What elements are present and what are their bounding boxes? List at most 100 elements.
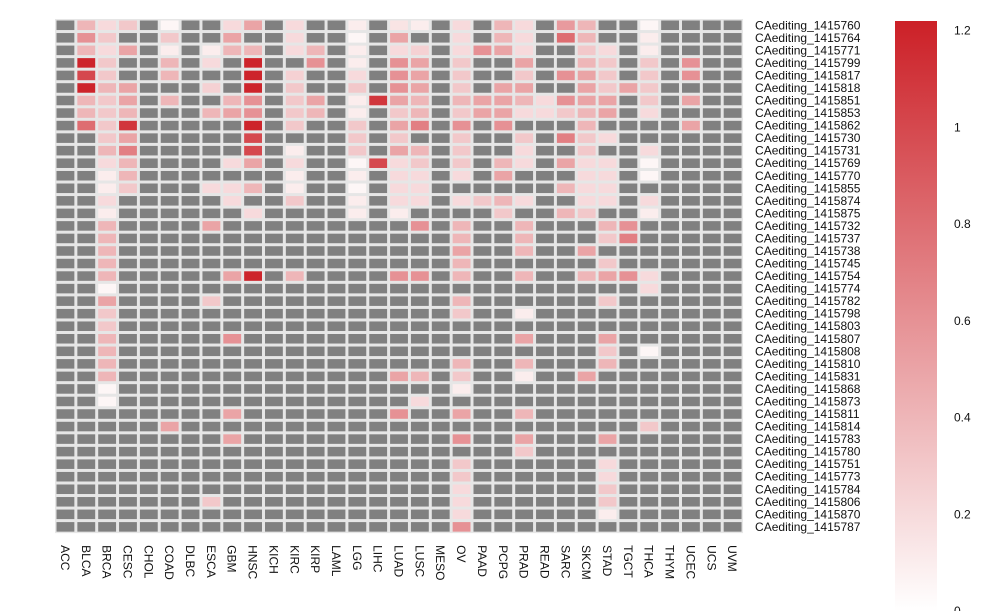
heatmap-cell xyxy=(452,459,471,469)
heatmap-cell xyxy=(139,484,158,495)
heatmap-cell xyxy=(452,83,471,93)
heatmap-cell xyxy=(390,283,408,294)
column-label: BRCA xyxy=(100,545,114,578)
heatmap-cell xyxy=(244,421,262,432)
heatmap-cell xyxy=(306,33,325,43)
heatmap-cell xyxy=(577,58,596,68)
heatmap-cell xyxy=(306,308,325,319)
heatmap-cell xyxy=(348,308,367,319)
heatmap-cell xyxy=(682,183,700,194)
heatmap-cell xyxy=(223,133,242,143)
heatmap-cell xyxy=(661,396,679,407)
heatmap-cell xyxy=(410,170,429,181)
heatmap-cell xyxy=(661,83,679,93)
heatmap-cell xyxy=(723,446,742,457)
heatmap-cell xyxy=(494,208,513,219)
heatmap-cell xyxy=(431,446,450,457)
heatmap-cell xyxy=(598,158,617,168)
heatmap-cell xyxy=(723,283,742,294)
heatmap-cell xyxy=(306,246,325,256)
heatmap-cell xyxy=(598,421,617,432)
heatmap-cell xyxy=(556,108,575,118)
heatmap-cell xyxy=(77,484,96,495)
heatmap-cell xyxy=(431,409,450,419)
heatmap-cell xyxy=(160,484,179,495)
heatmap-cell xyxy=(202,396,221,407)
heatmap-cell xyxy=(285,158,304,168)
column-label: CHOL xyxy=(141,545,155,579)
heatmap-cell xyxy=(556,434,575,444)
heatmap-cell xyxy=(515,459,534,469)
heatmap-cell xyxy=(98,196,117,206)
heatmap-cell xyxy=(556,145,575,156)
heatmap-cell xyxy=(348,233,367,244)
heatmap-cell xyxy=(536,233,554,244)
heatmap-cell xyxy=(223,45,242,56)
heatmap-cell xyxy=(202,258,221,269)
heatmap-cell xyxy=(327,308,346,319)
heatmap-cell xyxy=(598,221,617,231)
row-labels: CAediting_1415760CAediting_1415764CAedit… xyxy=(755,18,861,534)
heatmap-cell xyxy=(640,108,659,118)
heatmap-cell xyxy=(56,120,75,131)
colorbar: 0 0.2 0.4 0.6 0.8 1 1.2 xyxy=(895,21,971,611)
heatmap-cell xyxy=(452,346,471,357)
heatmap-cell xyxy=(139,20,158,31)
heatmap-cell xyxy=(202,70,221,81)
heatmap-cell xyxy=(306,497,325,507)
heatmap-cell xyxy=(640,70,659,81)
heatmap-cell xyxy=(682,196,700,206)
heatmap-cell xyxy=(285,359,304,369)
heatmap-cell xyxy=(452,384,471,394)
heatmap-cell xyxy=(181,145,200,156)
heatmap-cell xyxy=(306,321,325,331)
heatmap-cell xyxy=(494,258,513,269)
heatmap-cell xyxy=(265,95,283,106)
heatmap-cell xyxy=(723,196,742,206)
heatmap-cell xyxy=(494,45,513,56)
heatmap-cell xyxy=(431,108,450,118)
heatmap-cell xyxy=(452,145,471,156)
heatmap-cell xyxy=(98,145,117,156)
heatmap-cell xyxy=(515,283,534,294)
row-label: CAediting_1415784 xyxy=(755,482,861,496)
heatmap-cell xyxy=(348,108,367,118)
heatmap-cell xyxy=(682,221,700,231)
heatmap-cell xyxy=(723,396,742,407)
heatmap-cell xyxy=(202,471,221,482)
heatmap-cell xyxy=(181,246,200,256)
heatmap-cell xyxy=(119,484,137,495)
heatmap-cell xyxy=(640,484,659,495)
heatmap-cell xyxy=(56,446,75,457)
heatmap-cell xyxy=(160,409,179,419)
heatmap-cell xyxy=(536,434,554,444)
heatmap-cell xyxy=(682,208,700,219)
heatmap-cell xyxy=(494,158,513,168)
heatmap-cell xyxy=(348,246,367,256)
row-label: CAediting_1415808 xyxy=(755,344,861,358)
heatmap-cell xyxy=(56,371,75,382)
heatmap-cell xyxy=(390,83,408,93)
colorbar-tick-label: 1.2 xyxy=(954,24,971,38)
heatmap-cell xyxy=(56,33,75,43)
heatmap-cell xyxy=(515,133,534,143)
heatmap-cell xyxy=(369,20,388,31)
heatmap-cell xyxy=(702,208,721,219)
heatmap-cell xyxy=(285,70,304,81)
heatmap-cell xyxy=(181,321,200,331)
heatmap-cell xyxy=(98,246,117,256)
heatmap-cell xyxy=(619,471,638,482)
heatmap-cell xyxy=(77,70,96,81)
heatmap-cell xyxy=(619,446,638,457)
heatmap-cell xyxy=(410,20,429,31)
heatmap-cell xyxy=(202,321,221,331)
heatmap-cell xyxy=(536,271,554,281)
heatmap-cell xyxy=(536,208,554,219)
heatmap-cell xyxy=(473,308,492,319)
heatmap-cell xyxy=(202,58,221,68)
heatmap-cell xyxy=(202,221,221,231)
column-label: KIRC xyxy=(287,545,301,574)
row-label: CAediting_1415875 xyxy=(755,206,861,220)
heatmap-cell xyxy=(473,346,492,357)
heatmap-cell xyxy=(577,183,596,194)
